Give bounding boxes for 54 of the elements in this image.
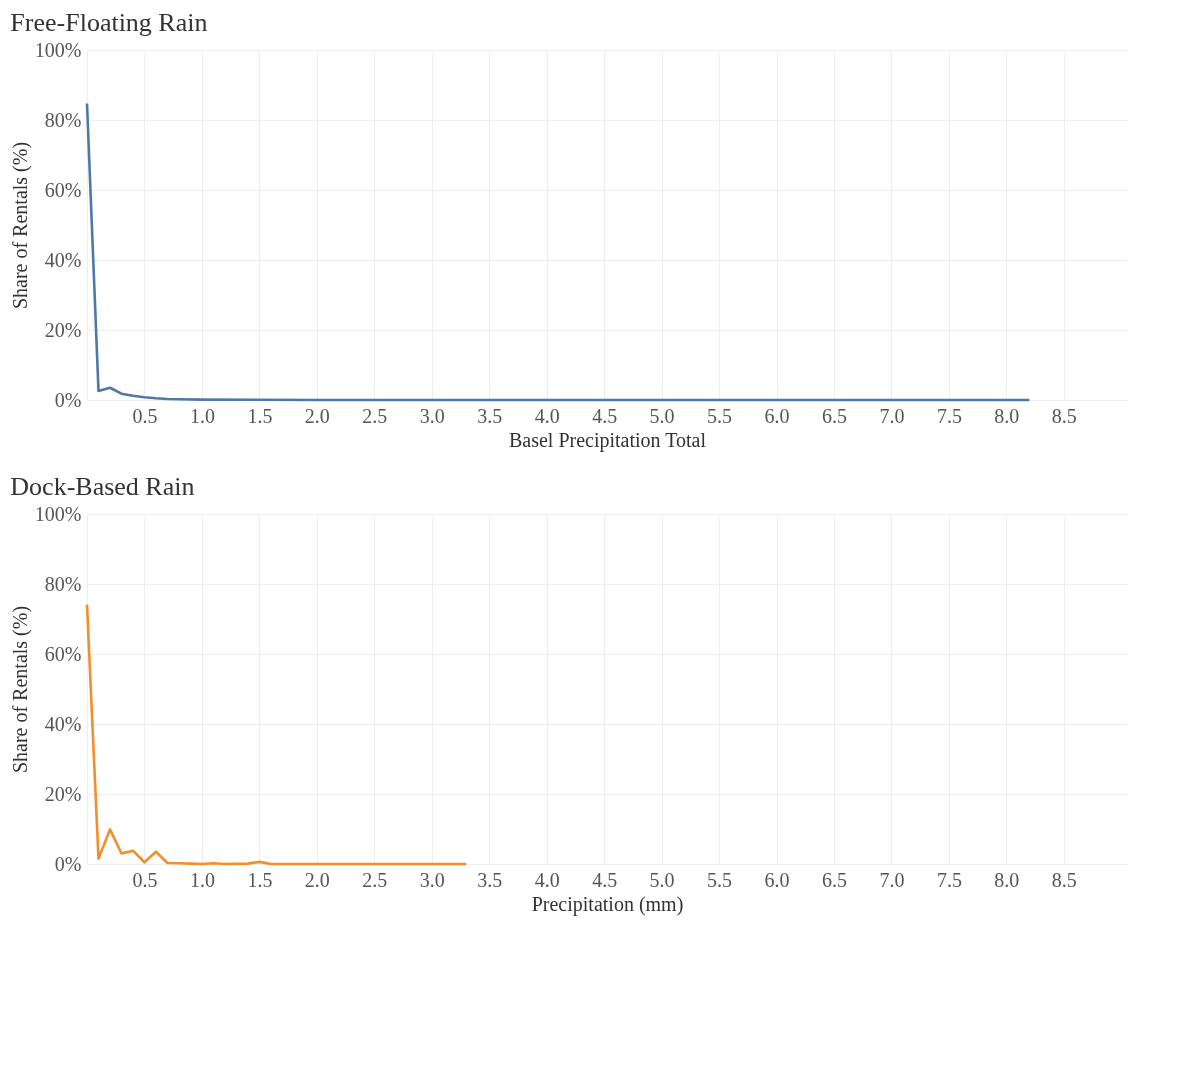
y-tick-label: 20% <box>44 318 82 341</box>
x-tick-label: 5.5 <box>707 868 733 891</box>
y-tick-label: 80% <box>44 572 82 595</box>
x-tick-label: 3.5 <box>477 868 503 891</box>
x-tick-label: 4.5 <box>592 404 618 427</box>
x-tick-label: 3.0 <box>419 404 445 427</box>
x-tick-label: 4.0 <box>534 404 560 427</box>
x-tick-label: 1.5 <box>247 868 273 891</box>
x-tick-label: 6.0 <box>764 404 790 427</box>
x-tick-label: 2.5 <box>362 404 388 427</box>
y-axis-title: Share of Rentals (%) <box>8 141 32 310</box>
y-tick-label: 60% <box>44 642 82 665</box>
y-tick-label: 0% <box>54 852 82 875</box>
x-tick-label: 6.0 <box>764 868 790 891</box>
x-tick-label: 0.5 <box>132 868 158 891</box>
x-tick-label: 7.5 <box>936 404 962 427</box>
x-axis-title: Precipitation (mm) <box>531 892 684 916</box>
chart-title: Dock-Based Rain <box>10 472 195 501</box>
x-tick-label: 3.0 <box>419 868 445 891</box>
x-tick-label: 8.0 <box>994 404 1020 427</box>
x-tick-label: 8.5 <box>1051 404 1077 427</box>
y-tick-label: 0% <box>54 388 82 411</box>
x-tick-label: 7.0 <box>879 868 905 891</box>
x-tick-label: 7.0 <box>879 404 905 427</box>
x-tick-label: 7.5 <box>936 868 962 891</box>
x-tick-label: 6.5 <box>821 868 847 891</box>
x-axis-title: Basel Precipitation Total <box>508 428 707 452</box>
x-tick-label: 5.5 <box>707 404 733 427</box>
x-tick-label: 8.5 <box>1051 868 1077 891</box>
line-series <box>85 102 1031 402</box>
y-tick-label: 60% <box>44 178 82 201</box>
x-tick-label: 2.5 <box>362 868 388 891</box>
x-tick-label: 0.5 <box>132 404 158 427</box>
chart-title: Free-Floating Rain <box>10 8 208 37</box>
x-tick-label: 3.5 <box>477 404 503 427</box>
x-tick-label: 5.0 <box>649 404 675 427</box>
x-tick-label: 4.5 <box>592 868 618 891</box>
x-tick-label: 2.0 <box>304 404 330 427</box>
y-tick-label: 20% <box>44 782 82 805</box>
x-tick-label: 1.5 <box>247 404 273 427</box>
x-tick-label: 4.0 <box>534 868 560 891</box>
y-tick-label: 40% <box>44 248 82 271</box>
y-tick-label: 100% <box>34 38 82 61</box>
x-tick-label: 2.0 <box>304 868 330 891</box>
x-tick-label: 5.0 <box>649 868 675 891</box>
x-tick-label: 6.5 <box>821 404 847 427</box>
y-tick-label: 80% <box>44 108 82 131</box>
x-tick-label: 8.0 <box>994 868 1020 891</box>
y-axis-title: Share of Rentals (%) <box>8 605 32 774</box>
line-series <box>85 603 468 866</box>
y-tick-label: 40% <box>44 712 82 735</box>
y-tick-label: 100% <box>34 502 82 525</box>
x-tick-label: 1.0 <box>189 404 215 427</box>
x-tick-label: 1.0 <box>189 868 215 891</box>
